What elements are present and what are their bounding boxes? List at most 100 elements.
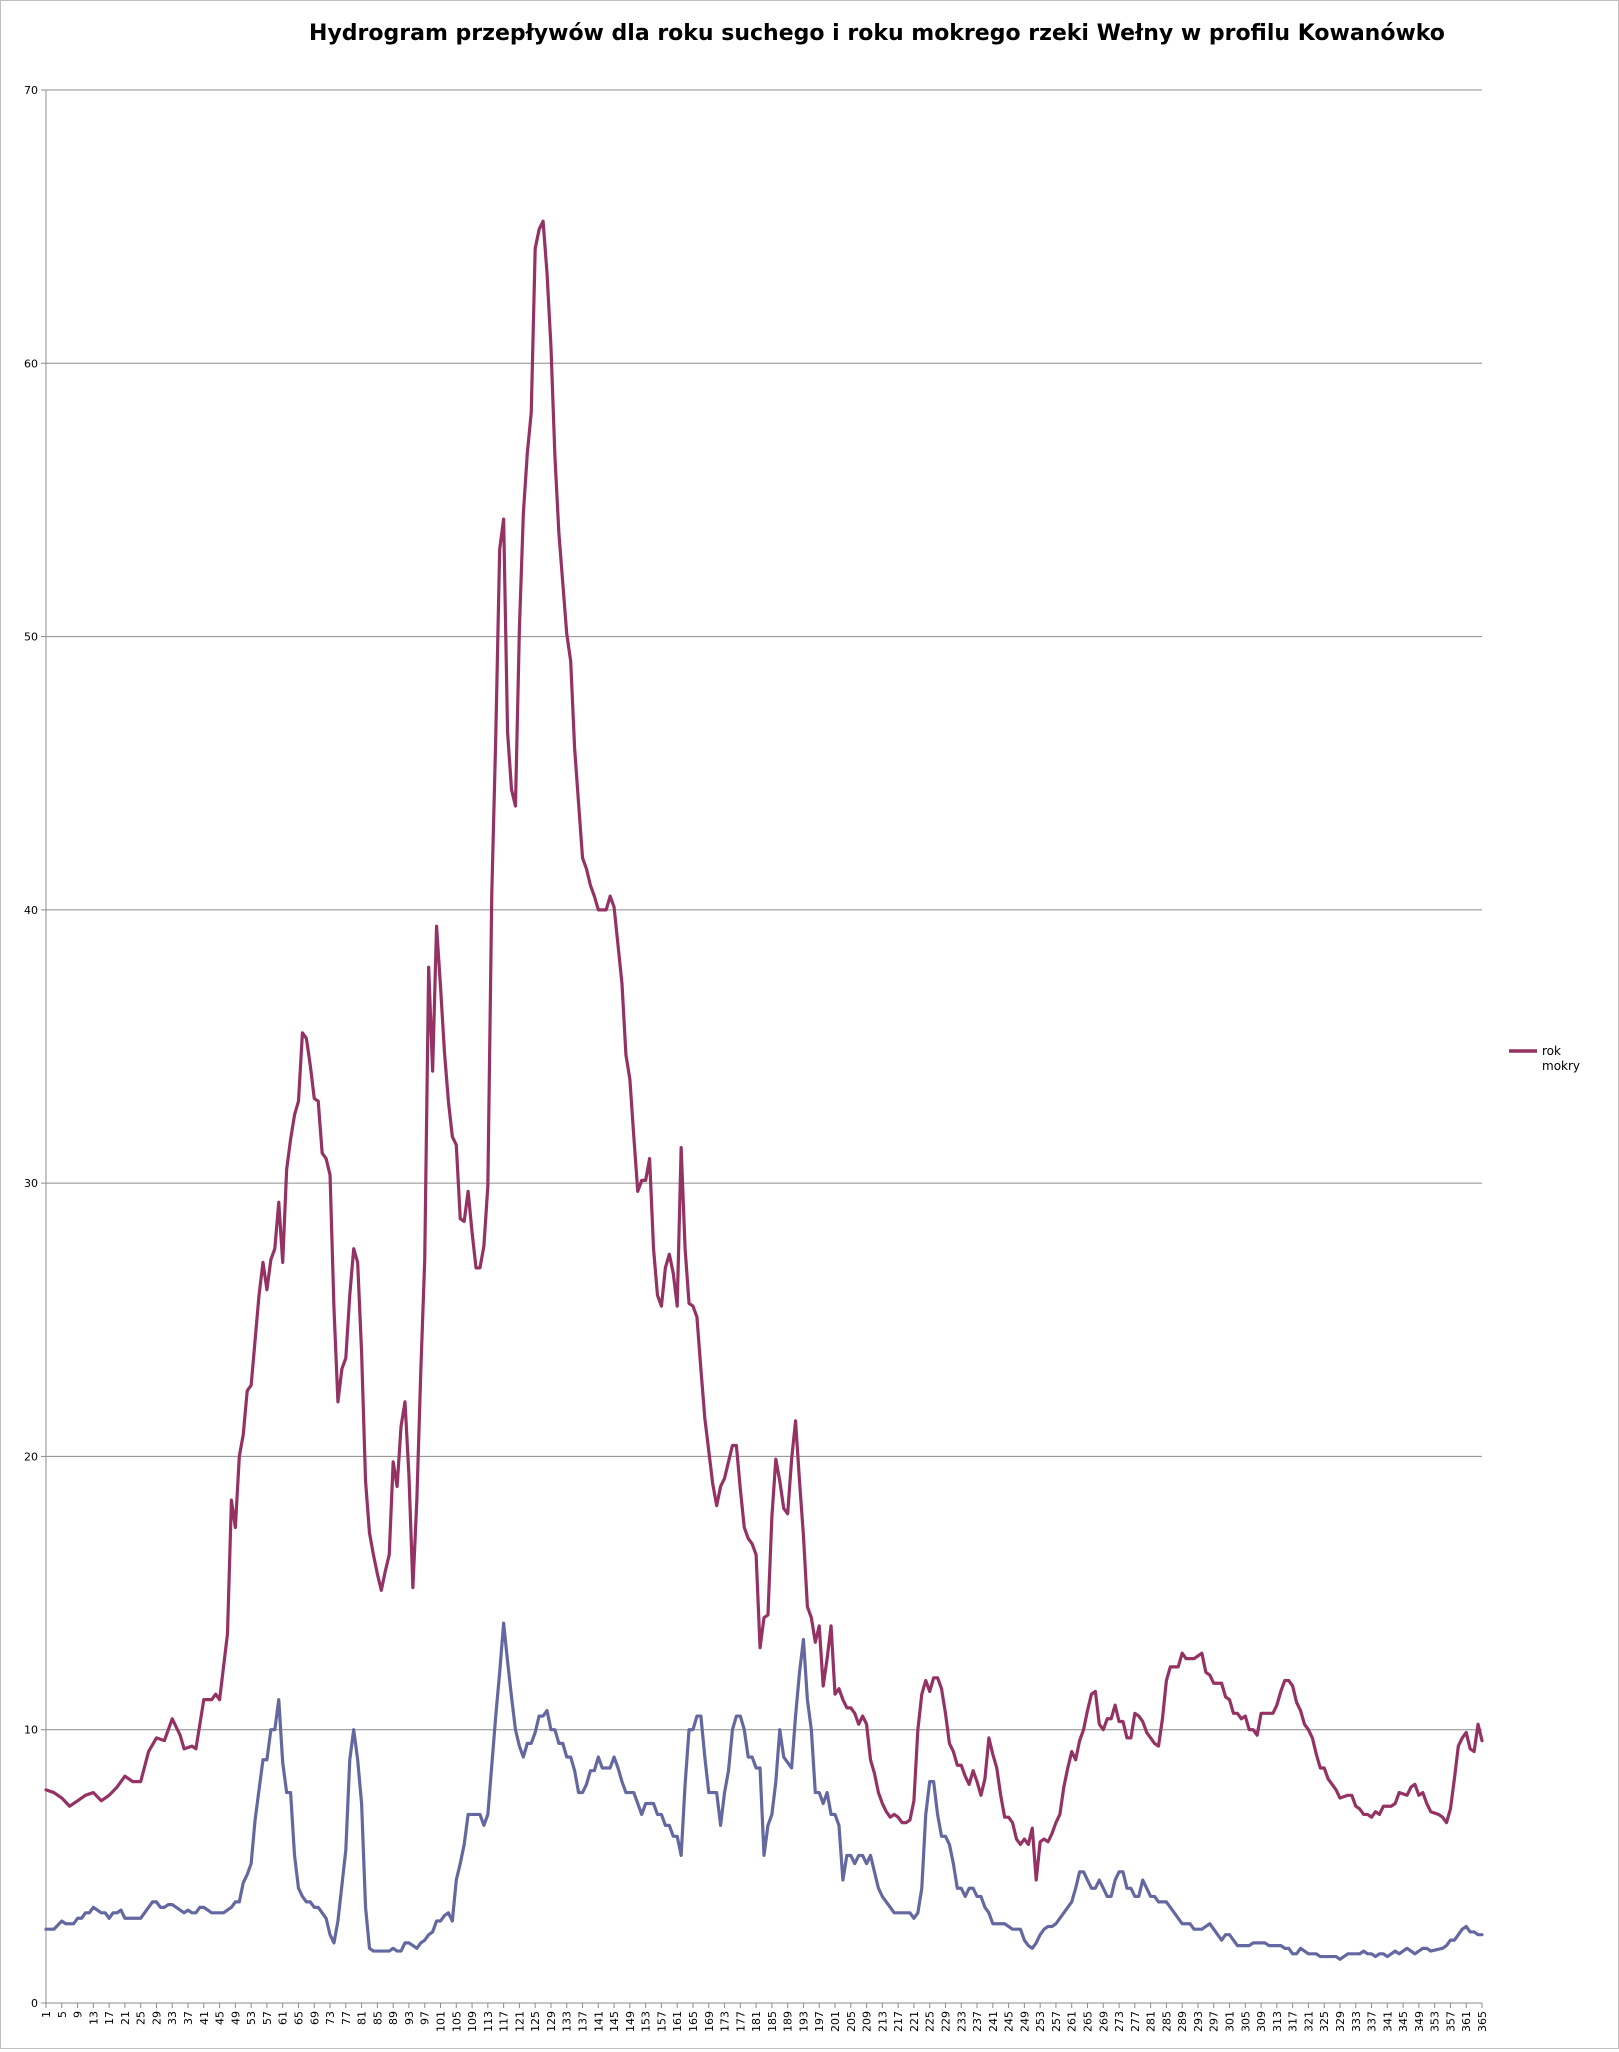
x-tick-label: 309 (1255, 2011, 1268, 2032)
x-tick-label: 233 (955, 2011, 968, 2032)
series-line-unnamed (44, 1621, 1484, 1961)
y-tick-label: 0 (31, 1997, 38, 2010)
x-tick-label: 229 (939, 2011, 952, 2032)
x-tick-label: 57 (261, 2011, 274, 2025)
x-tick-label: 37 (182, 2011, 195, 2025)
x-tick-label: 121 (513, 2011, 526, 2032)
x-tick-label: 241 (987, 2011, 1000, 2032)
x-tick-label: 69 (308, 2011, 321, 2025)
x-tick-label: 65 (292, 2011, 305, 2025)
x-tick-label: 141 (592, 2011, 605, 2032)
legend-label: rok mokry (1542, 1044, 1580, 1073)
y-tick-labels: 0 10 20 30 40 50 60 70 (24, 84, 38, 2010)
x-tick-label: 337 (1366, 2011, 1379, 2032)
y-tick-label: 10 (24, 1724, 38, 1737)
x-tick-label: 201 (829, 2011, 842, 2032)
x-tick-label: 105 (450, 2011, 463, 2032)
x-tick-label: 165 (687, 2011, 700, 2032)
x-tick-label: 1 (40, 2011, 53, 2018)
x-tick-label: 53 (245, 2011, 258, 2025)
x-tick-label: 289 (1176, 2011, 1189, 2032)
x-tick-label: 285 (1160, 2011, 1173, 2032)
x-tick-label: 77 (340, 2011, 353, 2025)
x-tick-label: 157 (655, 2011, 668, 2032)
x-tick-label: 357 (1444, 2011, 1457, 2032)
x-tick-label: 301 (1224, 2011, 1237, 2032)
x-tick-label: 181 (750, 2011, 763, 2032)
x-tick-label: 41 (198, 2011, 211, 2025)
x-tick-label: 213 (876, 2011, 889, 2032)
x-tick-label: 237 (971, 2011, 984, 2032)
x-tick-label: 133 (561, 2011, 574, 2032)
x-tick-label: 345 (1397, 2011, 1410, 2032)
gridlines (41, 89, 1482, 2004)
x-tick-label: 257 (1050, 2011, 1063, 2032)
y-tick-label: 70 (24, 84, 38, 97)
x-tick-label: 209 (861, 2011, 874, 2032)
x-tick-label: 89 (387, 2011, 400, 2025)
x-tick-label: 85 (371, 2011, 384, 2025)
x-tick-label: 81 (356, 2011, 369, 2025)
x-tick-label: 205 (845, 2011, 858, 2032)
x-tick-label: 137 (577, 2011, 590, 2032)
x-tick-label: 277 (1129, 2011, 1142, 2032)
x-tick-label: 317 (1287, 2011, 1300, 2032)
x-tick-label: 9 (72, 2011, 85, 2018)
x-tick-label: 177 (734, 2011, 747, 2032)
x-tick-label: 153 (640, 2011, 653, 2032)
x-tick-label: 17 (103, 2011, 116, 2025)
x-tick-label: 13 (87, 2011, 100, 2025)
x-tick-label: 169 (703, 2011, 716, 2032)
x-tick-label: 269 (1097, 2011, 1110, 2032)
chart-title: Hydrogram przepływów dla roku suchego i … (309, 21, 1445, 46)
x-tick-label: 145 (608, 2011, 621, 2032)
x-tick-label: 189 (782, 2011, 795, 2032)
x-tick-label: 97 (419, 2011, 432, 2025)
x-tick-label: 361 (1460, 2011, 1473, 2032)
y-tick-label: 20 (24, 1450, 38, 1463)
x-tick-label: 273 (1113, 2011, 1126, 2032)
x-tick-label: 333 (1350, 2011, 1363, 2032)
x-tick-label: 297 (1208, 2011, 1221, 2032)
x-tick-label: 113 (482, 2011, 495, 2032)
axes (45, 90, 1483, 2008)
x-tick-label: 221 (908, 2011, 921, 2032)
x-tick-label: 249 (1018, 2011, 1031, 2032)
x-tick-label: 253 (1034, 2011, 1047, 2032)
x-tick-label: 321 (1302, 2011, 1315, 2032)
x-tick-label: 129 (545, 2011, 558, 2032)
x-tick-label: 305 (1239, 2011, 1252, 2032)
series-lines (44, 219, 1484, 1961)
x-tick-label: 245 (1003, 2011, 1016, 2032)
x-tick-label: 225 (924, 2011, 937, 2032)
x-tick-label: 33 (166, 2011, 179, 2025)
x-tick-label: 341 (1381, 2011, 1394, 2032)
legend: rok mokry (1509, 1044, 1580, 1073)
x-tick-label: 161 (671, 2011, 684, 2032)
y-tick-label: 50 (24, 631, 38, 644)
x-tick-label: 21 (119, 2011, 132, 2025)
x-tick-label: 29 (150, 2011, 163, 2025)
x-tick-label: 365 (1476, 2011, 1489, 2032)
x-tick-label: 149 (624, 2011, 637, 2032)
x-tick-label: 73 (324, 2011, 337, 2025)
x-tick-label: 25 (135, 2011, 148, 2025)
x-tick-label: 117 (498, 2011, 511, 2032)
x-tick-label: 101 (435, 2011, 448, 2032)
x-tick-label: 261 (1066, 2011, 1079, 2032)
x-tick-label: 325 (1318, 2011, 1331, 2032)
x-tick-label: 349 (1413, 2011, 1426, 2032)
x-tick-label: 217 (892, 2011, 905, 2032)
x-tick-label: 265 (1081, 2011, 1094, 2032)
x-tick-label: 313 (1271, 2011, 1284, 2032)
x-tick-labels: 1 5 9 13 17 21 25 29 33 37 41 45 49 53 57 61 65 69 73 77 81 8… (40, 2011, 1489, 2032)
series-line-rok-mokry (44, 219, 1484, 1882)
x-tick-label: 197 (813, 2011, 826, 2032)
x-tick-label: 193 (797, 2011, 810, 2032)
y-tick-label: 30 (24, 1177, 38, 1190)
x-tick-label: 93 (403, 2011, 416, 2025)
y-tick-label: 60 (24, 357, 38, 370)
x-tick-label: 185 (766, 2011, 779, 2032)
